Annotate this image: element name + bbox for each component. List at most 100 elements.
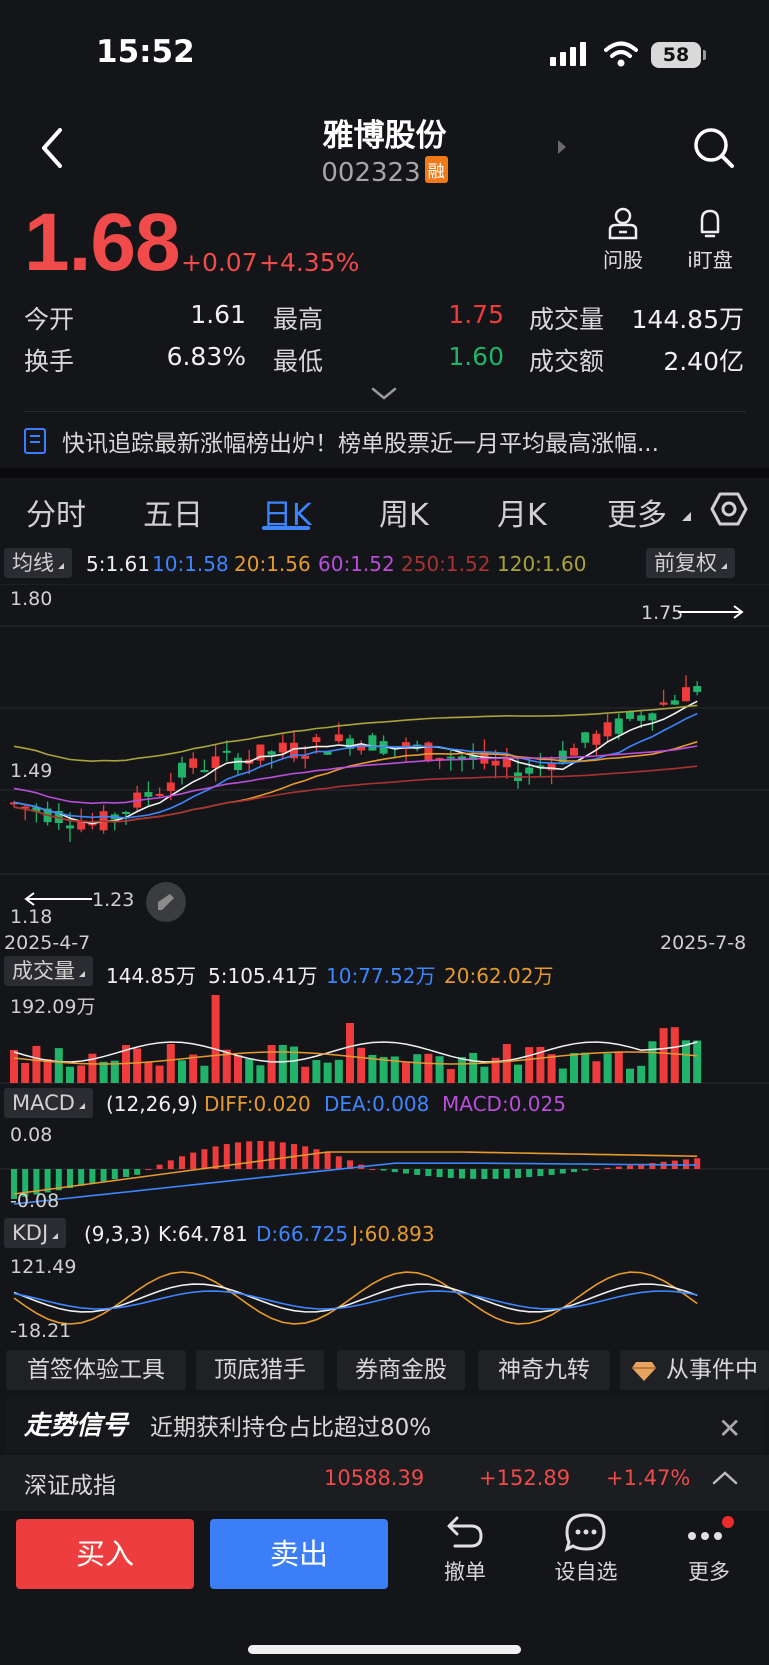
buy-button[interactable]: 买入 xyxy=(16,1519,194,1589)
watch-label: i盯盘 xyxy=(687,248,733,272)
margin-badge: 融 xyxy=(424,156,448,183)
macd-y-bottom: -0.08 xyxy=(10,1190,60,1212)
kline-chart[interactable] xyxy=(0,584,769,926)
turnover-label: 换手 xyxy=(24,347,75,376)
ma120: 120:1.60 xyxy=(497,552,587,576)
back-arrow-icon[interactable] xyxy=(34,126,74,170)
kdj-selector-label: KDJ xyxy=(12,1221,49,1245)
low-value: 1.60 xyxy=(448,342,504,371)
home-indicator xyxy=(248,1645,521,1654)
section-separator xyxy=(0,468,769,478)
kdj-y-top: 121.49 xyxy=(10,1256,77,1278)
macd-selector-label: MACD xyxy=(12,1091,75,1115)
macd-y-top: 0.08 xyxy=(10,1124,53,1146)
chevron-up-icon[interactable] xyxy=(712,1470,738,1486)
index-name: 深证成指 xyxy=(24,1473,116,1499)
kdj-chart xyxy=(13,1271,698,1325)
stock-code-row: 002323 融 xyxy=(0,156,769,188)
macd-selector[interactable]: MACD xyxy=(4,1088,93,1118)
trend-signal-bar[interactable] xyxy=(6,1397,764,1453)
watch-button[interactable]: i盯盘 xyxy=(665,206,755,273)
macd-dea: DEA:0.008 xyxy=(324,1092,430,1116)
volume-selector-label: 成交量 xyxy=(12,959,75,983)
close-icon[interactable]: ✕ xyxy=(718,1412,742,1445)
chip-event-label: 从事件中 xyxy=(666,1357,758,1383)
tab-weekly-k[interactable]: 周K xyxy=(379,498,429,533)
status-time: 15:52 xyxy=(96,34,195,70)
kline-grid xyxy=(0,584,769,875)
kline-high-label: 1.75 xyxy=(641,602,684,624)
volume-ma10: 10:77.52万 xyxy=(326,964,436,988)
low-arrow-icon xyxy=(24,892,92,906)
tab-monthly-k[interactable]: 月K xyxy=(497,498,547,533)
more-actions-button[interactable]: 更多 xyxy=(664,1512,754,1586)
active-tab-indicator xyxy=(262,526,310,530)
diamond-icon xyxy=(632,1362,656,1381)
ask-stock-button[interactable]: 问股 xyxy=(578,206,668,273)
ma10: 10:1.58 xyxy=(152,552,229,576)
trend-signal-text: 近期获利持仓占比超过80% xyxy=(150,1415,432,1441)
ma60: 60:1.52 xyxy=(318,552,395,576)
volume-y-top: 192.09万 xyxy=(10,996,96,1018)
settings-hexagon-icon[interactable] xyxy=(710,490,748,528)
next-stock-icon[interactable] xyxy=(556,138,568,156)
open-label: 今开 xyxy=(24,305,75,334)
kline-ma-lines xyxy=(13,700,698,825)
search-icon[interactable] xyxy=(692,126,736,170)
high-arrow-icon xyxy=(678,605,744,619)
kline-y-top: 1.80 xyxy=(10,588,53,610)
macd-value: MACD:0.025 xyxy=(442,1092,566,1116)
macd-diff: DIFF:0.020 xyxy=(204,1092,311,1116)
wifi-icon xyxy=(604,41,638,67)
kdj-params: (9,3,3) xyxy=(84,1222,151,1246)
sell-button[interactable]: 卖出 xyxy=(210,1519,388,1589)
trend-signal-logo: 走势信号 xyxy=(24,1411,129,1441)
ma-selector[interactable]: 均线 xyxy=(4,548,72,578)
chip-broker-golden[interactable]: 券商金股 xyxy=(337,1350,465,1390)
index-bar[interactable] xyxy=(0,1455,769,1511)
chat-bubble-icon xyxy=(564,1513,606,1552)
tab-intraday[interactable]: 分时 xyxy=(26,498,86,533)
kdj-selector[interactable]: KDJ xyxy=(4,1218,67,1248)
volume-value: 144.85万 xyxy=(631,305,744,334)
kdj-y-bottom: -18.21 xyxy=(10,1320,72,1342)
adjust-selector[interactable]: 前复权 xyxy=(646,548,735,578)
draw-tool-button[interactable] xyxy=(146,882,186,922)
add-watchlist-button[interactable]: 设自选 xyxy=(541,1512,631,1586)
cancel-order-button[interactable]: 撤单 xyxy=(420,1512,510,1586)
volume-ma20: 20:62.02万 xyxy=(444,964,554,988)
price-change: +0.07 xyxy=(181,248,258,277)
expand-chevron-icon[interactable] xyxy=(370,386,398,402)
macd-chart xyxy=(0,1141,769,1205)
volume-current: 144.85万 xyxy=(106,964,196,988)
tab-more[interactable]: 更多 xyxy=(607,498,667,533)
kline-y-mid: 1.49 xyxy=(10,760,53,782)
more-actions-label: 更多 xyxy=(688,1560,730,1584)
date-start: 2025-4-7 xyxy=(4,932,91,954)
amount-value: 2.40亿 xyxy=(663,347,744,376)
undo-icon xyxy=(447,1516,483,1548)
ma5: 5:1.61 xyxy=(86,552,150,576)
more-caret-icon xyxy=(682,512,691,521)
battery-tip xyxy=(703,50,706,60)
volume-chart xyxy=(0,995,769,1084)
chip-top-bottom-hunter[interactable]: 顶底猎手 xyxy=(196,1350,324,1390)
price-change-pct: +4.35% xyxy=(259,248,360,277)
high-label: 最高 xyxy=(273,305,324,334)
volume-selector[interactable]: 成交量 xyxy=(4,956,93,986)
news-ticker[interactable]: 快讯追踪最新涨幅榜出炉！榜单股票近一月平均最高涨幅... xyxy=(62,431,659,457)
pencil-icon xyxy=(158,894,174,910)
index-value: 10588.39 xyxy=(324,1466,425,1490)
adjust-selector-label: 前复权 xyxy=(654,551,717,575)
person-icon xyxy=(608,207,638,240)
tab-five-day[interactable]: 五日 xyxy=(143,498,203,533)
news-icon xyxy=(24,428,46,454)
cancel-order-label: 撤单 xyxy=(444,1560,486,1584)
amount-label: 成交额 xyxy=(529,347,605,376)
high-value: 1.75 xyxy=(448,300,504,329)
kline-low-label: 1.23 xyxy=(92,889,135,911)
chip-trial-tool[interactable]: 首签体验工具 xyxy=(6,1350,186,1390)
stock-code: 002323 xyxy=(321,158,421,188)
kdj-j: J:60.893 xyxy=(352,1222,435,1246)
chip-magic-nine[interactable]: 神奇九转 xyxy=(478,1350,610,1390)
